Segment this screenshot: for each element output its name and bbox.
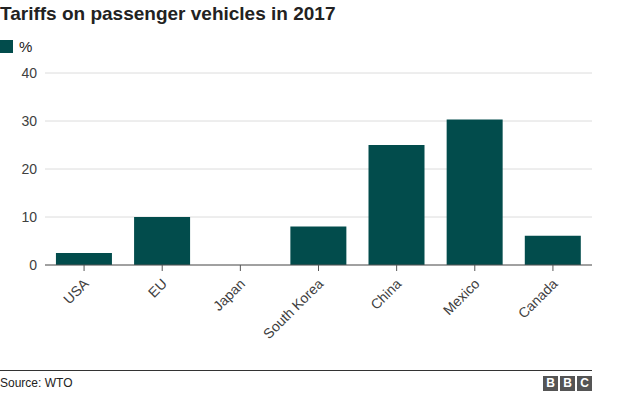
svg-text:China: China	[367, 275, 404, 312]
svg-text:20: 20	[21, 161, 37, 177]
svg-text:30: 30	[21, 113, 37, 129]
svg-text:USA: USA	[60, 275, 92, 307]
html-text:Source: WTO: Source: WTO	[0, 376, 73, 390]
html-text:B: B	[563, 376, 572, 390]
svg-text:Japan: Japan	[210, 275, 248, 313]
html-text:Tariffs on passenger vehicles: Tariffs on passenger vehicles in 2017	[0, 3, 336, 24]
svg-text:10: 10	[21, 209, 37, 225]
svg-text:Canada: Canada	[515, 275, 561, 321]
html-text:B: B	[546, 376, 555, 390]
html-text:C: C	[580, 376, 589, 390]
svg-text:EU: EU	[145, 275, 170, 300]
svg-text:0: 0	[29, 257, 37, 273]
svg-text:40: 40	[21, 65, 37, 81]
svg-text:South Korea: South Korea	[260, 275, 327, 342]
svg-text:Mexico: Mexico	[440, 275, 483, 318]
